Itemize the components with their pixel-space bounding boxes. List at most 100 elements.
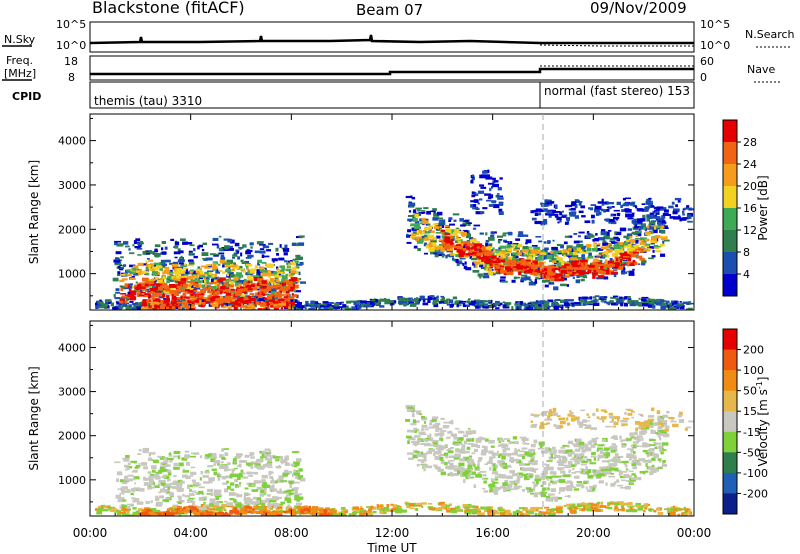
- velocity-scatter-cell: [242, 476, 248, 479]
- power-scatter-cell: [497, 265, 505, 267]
- power-scatter-cell: [188, 290, 191, 293]
- power-scatter-cell: [427, 234, 434, 239]
- velocity-scatter-cell: [158, 512, 162, 516]
- velocity-scatter-cell: [457, 507, 461, 511]
- velocity-scatter-cell: [386, 504, 390, 508]
- power-scatter-cell: [236, 251, 239, 254]
- power-scatter-cell: [263, 293, 270, 296]
- noise-tick-top-right: 10^5: [700, 18, 730, 31]
- power-scatter-cell: [278, 289, 281, 292]
- power-scatter-cell: [624, 296, 628, 299]
- power-scatter-cell: [538, 304, 541, 307]
- power-scatter-cell: [227, 238, 233, 243]
- power-scatter-cell: [203, 259, 208, 261]
- velocity-scatter-cell: [669, 508, 675, 512]
- power-scatter-cell: [159, 278, 163, 281]
- power-scatter-cell: [537, 256, 544, 261]
- power-scatter-cell: [525, 305, 529, 307]
- power-scatter-cell: [472, 260, 476, 263]
- velocity-scatter-cell: [141, 462, 147, 466]
- power-scatter-cell: [180, 238, 186, 241]
- power-scatter-cell: [234, 292, 242, 297]
- power-scatter-cell: [535, 277, 540, 280]
- power-scatter-cell: [471, 179, 474, 184]
- velocity-scatter-cell: [264, 453, 271, 457]
- power-scatter-cell: [220, 296, 224, 300]
- power-scatter-cell: [187, 287, 194, 291]
- velocity-scatter-cell: [308, 505, 311, 509]
- power-scatter-cell: [438, 243, 446, 246]
- power-scatter-cell: [604, 269, 610, 273]
- velocity-scatter-cell: [216, 507, 222, 511]
- power-scatter-cell: [609, 258, 613, 261]
- velocity-scatter-cell: [432, 507, 439, 510]
- power-scatter-cell: [212, 237, 219, 241]
- power-scatter-cell: [122, 303, 127, 307]
- power-scatter-cell: [197, 266, 201, 269]
- power-scatter-cell: [642, 303, 649, 307]
- velocity-scatter-cell: [305, 509, 311, 511]
- velocity-scatter-cell: [161, 511, 165, 516]
- velocity-scatter-cell: [268, 473, 272, 476]
- power-scatter-cell: [169, 284, 175, 288]
- power-scatter-cell: [228, 284, 234, 288]
- nave-tick-bottom: 0: [700, 71, 707, 84]
- velocity-scatter-cell: [200, 512, 204, 516]
- power-scatter-cell: [276, 291, 281, 294]
- power-scatter-cell: [139, 286, 146, 289]
- power-scatter-cell: [523, 269, 531, 273]
- power-scatter-cell: [406, 234, 413, 238]
- power-scatter-cell: [154, 307, 159, 310]
- power-scatter-cell: [189, 290, 194, 294]
- power-scatter-cell: [563, 241, 568, 245]
- power-scatter-cell: [609, 300, 613, 303]
- power-scatter-cell: [616, 238, 620, 242]
- velocity-scatter-cell: [464, 506, 470, 509]
- power-scatter-cell: [498, 239, 503, 241]
- velocity-scatter-cell: [201, 504, 204, 508]
- power-scatter-cell: [133, 289, 139, 293]
- cpid-left-mode: themis (tau) 3310: [94, 94, 202, 108]
- power-scatter-cell: [227, 306, 232, 310]
- power-scatter-cell: [606, 301, 611, 305]
- power-scatter-cell: [529, 279, 532, 282]
- power-scatter-cell: [247, 254, 254, 258]
- power-scatter-cell: [122, 295, 128, 298]
- power-scatter-cell: [613, 209, 620, 212]
- power-scatter-cell: [225, 280, 230, 284]
- power-scatter-cell: [462, 222, 468, 226]
- power-scatter-cell: [351, 306, 356, 309]
- power-scatter-cell: [259, 248, 265, 250]
- power-scatter-cell: [246, 249, 253, 253]
- power-scatter-cell: [497, 240, 501, 244]
- power-scatter-cell: [656, 301, 662, 305]
- power-scatter-cell: [296, 294, 299, 299]
- velocity-scatter-cell: [595, 508, 601, 512]
- velocity-scatter-cell: [512, 514, 517, 516]
- power-scatter-cell: [597, 275, 605, 279]
- power-scatter-cell: [441, 297, 445, 301]
- velocity-scatter-cell: [179, 500, 185, 503]
- power-scatter-cell: [600, 255, 606, 259]
- velocity-scatter-cell: [157, 516, 160, 519]
- power-scatter-cell: [223, 238, 230, 241]
- velocity-scatter-cell: [203, 498, 206, 501]
- power-scatter-cell: [490, 235, 495, 238]
- power-scatter-cell: [218, 298, 224, 303]
- velocity-scatter-cell: [122, 507, 129, 512]
- power-scatter-cell: [577, 264, 582, 268]
- power-scatter-cell: [605, 266, 610, 270]
- power-scatter-cell: [561, 210, 564, 213]
- power-scatter-cell: [580, 278, 585, 282]
- power-scatter-cell: [261, 262, 267, 264]
- power-scatter-cell: [541, 274, 546, 278]
- power-scatter-cell: [544, 305, 551, 308]
- power-scatter-cell: [280, 305, 283, 308]
- power-scatter-cell: [290, 270, 297, 274]
- power-scatter-cell: [146, 258, 150, 260]
- power-scatter-cell: [271, 258, 278, 262]
- power-scatter-cell: [174, 256, 178, 259]
- velocity-scatter-cell: [155, 471, 163, 474]
- power-scatter-cell: [463, 265, 468, 270]
- power-scatter-cell: [214, 291, 220, 294]
